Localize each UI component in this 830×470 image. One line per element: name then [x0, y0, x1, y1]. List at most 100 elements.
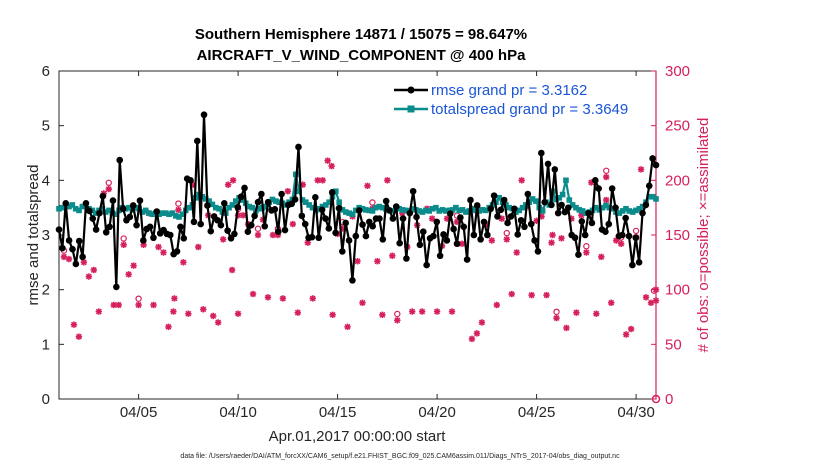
- obs-assimilated-marker: [95, 308, 102, 315]
- obs-possible-marker: [175, 200, 182, 207]
- totalspread-point: [559, 191, 566, 198]
- rmse-point: [581, 231, 589, 239]
- rmse-point: [507, 213, 515, 220]
- obs-assimilated-marker: [115, 301, 122, 309]
- obs-assimilated-marker: [328, 162, 335, 170]
- totalspread-point: [553, 196, 559, 203]
- obs-assimilated-marker: [160, 249, 167, 256]
- obs-possible-marker: [583, 243, 590, 250]
- totalspread-point: [569, 202, 576, 208]
- totalspread-point: [396, 205, 402, 212]
- obs-assimilated-marker: [598, 253, 605, 261]
- rmse-point: [460, 223, 468, 231]
- obs-assimilated-marker: [364, 182, 371, 189]
- rmse-point: [396, 239, 403, 247]
- totalspread-point: [513, 209, 519, 215]
- totalspread-point: [649, 193, 656, 200]
- rmse-point: [187, 177, 194, 184]
- x-tick-label: 04/25: [518, 404, 556, 421]
- totalspread-point: [336, 199, 342, 205]
- rmse-point: [89, 215, 97, 222]
- rmse-point: [649, 155, 656, 162]
- right-tick-label: 200: [665, 172, 690, 189]
- rmse-point: [440, 231, 447, 238]
- totalspread-point: [92, 210, 99, 216]
- totalspread-point: [323, 202, 329, 208]
- rmse-point: [379, 236, 387, 243]
- totalspread-point: [533, 198, 539, 204]
- obs-assimilated-marker: [170, 308, 177, 315]
- totalspread-point: [646, 193, 653, 200]
- rmse-point: [369, 222, 376, 230]
- rmse-point: [234, 203, 242, 211]
- rmse-point: [261, 222, 269, 230]
- left-tick-label: 2: [42, 282, 50, 299]
- rmse-point: [376, 215, 383, 222]
- rmse-point: [126, 213, 134, 221]
- totalspread-point: [563, 177, 569, 184]
- obs-assimilated-marker: [603, 196, 610, 204]
- obs-assimilated-marker: [219, 236, 227, 243]
- totalspread-point: [256, 205, 262, 212]
- obs-assimilated-marker: [264, 294, 272, 301]
- legend-spread-marker: [407, 105, 415, 113]
- totalspread-point: [306, 202, 312, 208]
- totalspread-point: [399, 207, 406, 213]
- obs-assimilated-marker: [120, 241, 127, 249]
- totalspread-point: [653, 196, 659, 202]
- rmse-point: [106, 223, 113, 231]
- x-tick-label: 04/15: [319, 404, 357, 421]
- right-y-axis-label: # of obs: o=possible; ×=assimilated: [695, 118, 712, 353]
- obs-assimilated-marker: [488, 237, 496, 244]
- rmse-point: [433, 218, 441, 226]
- rmse-point: [480, 218, 488, 226]
- rmse-point: [359, 221, 366, 228]
- rmse-point: [173, 248, 181, 255]
- totalspread-point: [112, 211, 119, 218]
- rmse-point: [409, 187, 417, 195]
- rmse-point: [278, 190, 285, 198]
- rmse-point: [632, 234, 640, 242]
- totalspread-point: [296, 188, 302, 195]
- obs-assimilated-marker: [613, 237, 620, 244]
- totalspread-point: [353, 207, 359, 214]
- totalspread-point: [373, 204, 379, 211]
- totalspread-point: [416, 208, 423, 214]
- rmse-point: [642, 201, 650, 209]
- obs-assimilated-marker: [622, 331, 630, 338]
- totalspread-point: [453, 204, 459, 211]
- obs-assimilated-marker: [319, 177, 326, 184]
- rmse-point: [318, 206, 326, 214]
- rmse-point: [345, 237, 353, 244]
- totalspread-point: [102, 209, 109, 215]
- totalspread-point: [409, 205, 416, 212]
- totalspread-point: [299, 197, 306, 203]
- totalspread-point: [469, 205, 476, 212]
- totalspread-point: [596, 207, 603, 213]
- obs-assimilated-marker: [85, 273, 93, 280]
- totalspread-point: [343, 209, 349, 215]
- rmse-point: [416, 241, 424, 249]
- rmse-point: [551, 166, 559, 173]
- rmse-point: [113, 283, 120, 291]
- totalspread-point: [226, 204, 232, 211]
- obs-assimilated-marker: [379, 311, 386, 319]
- totalspread-point: [229, 202, 236, 208]
- rmse-point: [190, 218, 198, 226]
- totalspread-point: [346, 210, 352, 216]
- obs-assimilated-marker: [344, 323, 351, 331]
- obs-assimilated-marker: [125, 271, 132, 278]
- obs-assimilated-marker: [374, 258, 381, 265]
- obs-assimilated-marker: [583, 249, 590, 256]
- obs-assimilated-marker: [284, 188, 292, 195]
- rmse-point: [585, 209, 592, 217]
- right-tick-label: 0: [665, 391, 673, 408]
- obs-assimilated-marker: [215, 319, 222, 326]
- totalspread-point: [276, 199, 282, 205]
- obs-assimilated-marker: [513, 249, 520, 256]
- obs-assimilated-marker: [549, 231, 556, 239]
- totalspread-point: [496, 195, 503, 201]
- rmse-series: [55, 111, 660, 291]
- totalspread-point: [262, 203, 269, 210]
